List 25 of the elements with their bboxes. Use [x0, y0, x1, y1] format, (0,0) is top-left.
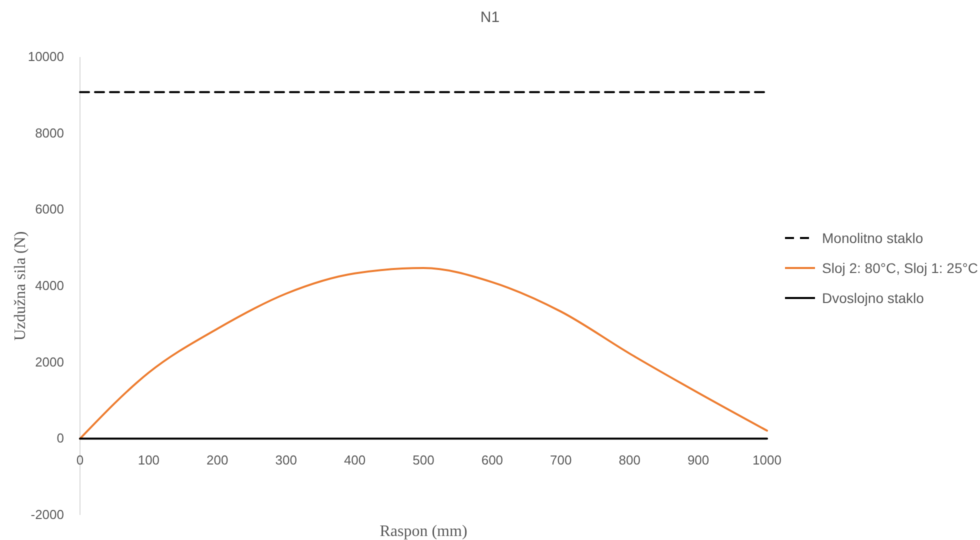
legend-label: Monolitno staklo — [822, 230, 924, 246]
x-tick-label: 0 — [76, 452, 84, 468]
legend-label: Dvoslojno staklo — [822, 290, 924, 306]
x-tick-label: 900 — [687, 452, 710, 468]
y-tick-label: 4000 — [35, 278, 64, 293]
y-tick-label: -2000 — [30, 507, 64, 522]
y-tick-label: 0 — [56, 430, 64, 446]
y-tick-label: 8000 — [35, 125, 64, 140]
legend-label: Sloj 2: 80°C, Sloj 1: 25°C — [822, 260, 978, 276]
x-tick-label: 1000 — [752, 452, 782, 468]
y-tick-label: 10000 — [28, 49, 64, 64]
x-tick-label: 700 — [550, 452, 572, 468]
x-tick-label: 200 — [206, 452, 228, 468]
x-tick-label: 300 — [275, 452, 297, 468]
y-axis-title: Uzdužna sila (N) — [12, 231, 29, 341]
y-tick-label: 6000 — [35, 202, 64, 217]
chart-title: N1 — [480, 9, 500, 26]
line-series — [79, 267, 768, 440]
y-tick-label: 2000 — [35, 354, 64, 370]
x-tick-label: 400 — [344, 452, 366, 468]
x-tick-label: 500 — [412, 452, 434, 468]
x-tick-label: 100 — [138, 452, 160, 468]
x-tick-label: 600 — [481, 452, 504, 468]
x-axis-title: Raspon (mm) — [380, 523, 468, 540]
x-tick-label: 800 — [618, 452, 640, 468]
